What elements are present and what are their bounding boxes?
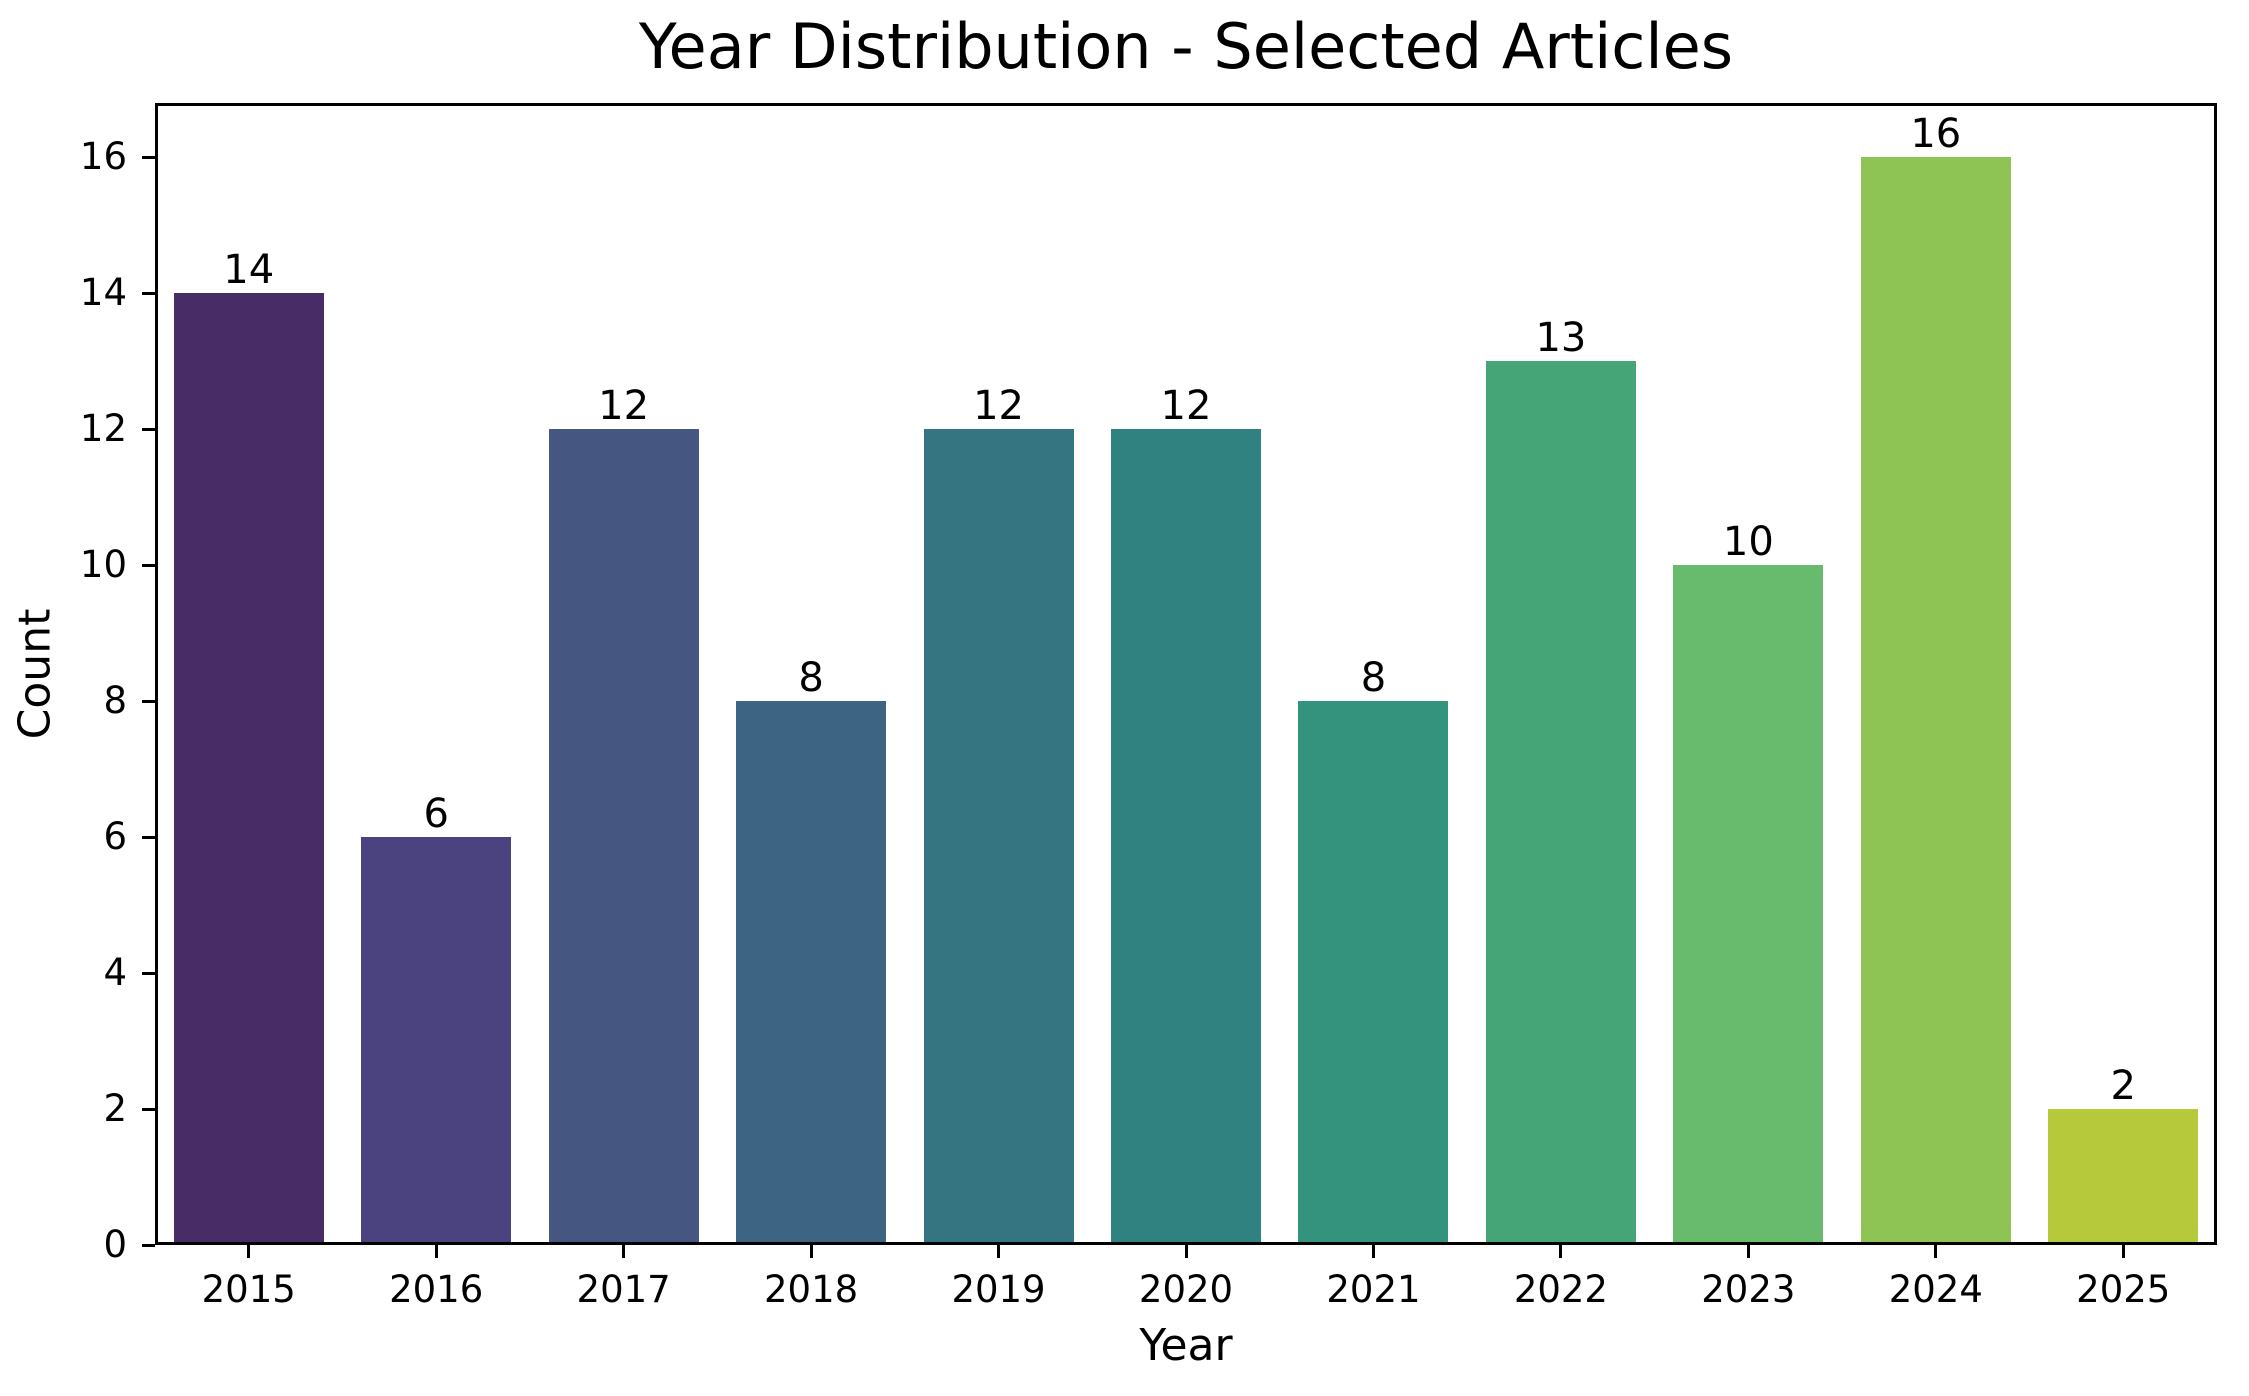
plot-area: 14 6 12 8 12 12 8 13 10 16 2 2015 2016 2017 2018 2019 2…: [80, 103, 2217, 1308]
bar-2017: [548, 429, 699, 1245]
y-tick-label: 0: [103, 1223, 127, 1266]
y-tick-mark: [142, 1243, 155, 1247]
bar-value-label: 12: [1160, 383, 1212, 430]
bar-value-label: 13: [1535, 315, 1587, 362]
bar-value-label: 14: [223, 247, 275, 294]
bar-2023: [1673, 565, 1824, 1245]
x-tick-label: 2020: [1138, 1268, 1234, 1311]
y-tick-label: 6: [103, 815, 127, 859]
y-tick-mark: [142, 427, 155, 431]
x-tick-mark: [1934, 1245, 1938, 1258]
y-tick-label: 14: [79, 271, 127, 315]
chart-title: Year Distribution - Selected Articles: [638, 10, 1734, 83]
y-tick-mark: [142, 563, 155, 567]
x-tick-mark: [247, 1245, 251, 1258]
x-tick-mark: [434, 1245, 438, 1258]
y-tick-mark: [142, 971, 155, 975]
x-tick-label: 2015: [201, 1268, 296, 1311]
bar-value-label: 8: [798, 655, 824, 702]
bar-2020: [1111, 429, 1261, 1245]
x-tick-label: 2021: [1326, 1268, 1421, 1311]
bar-value-label: 12: [973, 383, 1024, 430]
x-tick-mark: [809, 1245, 813, 1258]
x-tick-label: 2017: [576, 1268, 671, 1311]
x-tick-mark: [1184, 1245, 1188, 1258]
bar-2022: [1485, 361, 1636, 1245]
x-tick-label: 2018: [763, 1268, 859, 1311]
x-tick-mark: [622, 1245, 626, 1258]
bar-2016: [361, 837, 512, 1245]
y-tick-mark: [142, 291, 155, 295]
bar-2024: [1860, 157, 2011, 1245]
x-tick-mark: [2121, 1245, 2125, 1258]
y-tick-mark: [142, 1107, 155, 1111]
bar-value-label: 12: [598, 383, 650, 430]
x-tick-label: 2024: [1888, 1268, 1983, 1311]
bar-value-label: 2: [2110, 1063, 2136, 1110]
x-tick-label: 2023: [1701, 1268, 1796, 1311]
y-tick-label: 4: [103, 951, 127, 995]
x-tick-mark: [1371, 1245, 1375, 1258]
bar-2025: [2048, 1109, 2199, 1245]
x-tick-mark: [1559, 1245, 1563, 1258]
x-tick-mark: [997, 1245, 1001, 1258]
x-tick-label: 2016: [389, 1268, 484, 1311]
y-tick-mark: [142, 155, 155, 159]
y-tick-mark: [142, 835, 155, 839]
bar-value-label: 6: [423, 791, 449, 838]
y-tick-label: 16: [79, 135, 127, 179]
x-tick-mark: [1746, 1245, 1750, 1258]
bar-2015: [173, 293, 324, 1245]
bar-value-label: 8: [1360, 655, 1387, 702]
x-tick-label: 2022: [1513, 1268, 1608, 1311]
y-tick-label: 12: [79, 407, 127, 451]
y-tick-label: 8: [103, 679, 127, 723]
bar-value-label: 10: [1722, 519, 1774, 566]
x-axis-label: Year: [1139, 1320, 1233, 1371]
y-tick-mark: [142, 699, 155, 703]
bar-value-label: 16: [1910, 111, 1962, 158]
y-tick-label: 10: [79, 543, 127, 587]
y-tick-label: 2: [103, 1087, 127, 1131]
x-tick-label: 2019: [951, 1268, 1046, 1311]
bar-2019: [923, 429, 1074, 1245]
bar-2021: [1298, 701, 1449, 1245]
x-tick-label: 2025: [2076, 1268, 2171, 1311]
bar-2018: [736, 701, 887, 1245]
